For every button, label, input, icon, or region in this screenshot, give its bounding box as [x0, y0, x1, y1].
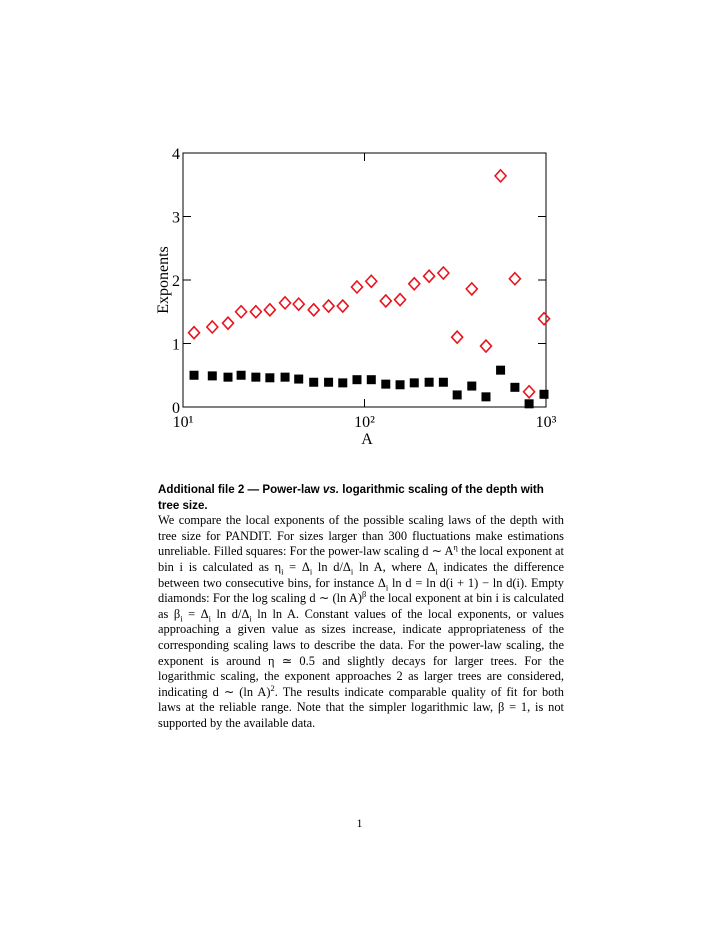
chart: A Exponents 0 1 2 3 4 10¹ 10² 10³	[155, 146, 557, 448]
diamond-marker	[407, 276, 421, 291]
diamond-marker	[450, 329, 464, 345]
text-run: the local exponent at bin i is calculate…	[158, 544, 565, 574]
text-run: Additional file 2 — Power-law	[158, 483, 323, 496]
square-marker	[294, 374, 304, 384]
diamond-marker	[278, 295, 292, 311]
text-run: ln d = ln d(i + 1) − ln d(i). Empty diam…	[158, 575, 565, 606]
diamond-marker	[479, 338, 493, 354]
caption: Additional file 2 — Power-law vs. logari…	[158, 482, 564, 732]
diamond-marker	[307, 302, 321, 318]
diamond-marker	[537, 311, 551, 326]
caption-heading: Additional file 2 — Power-law vs. logari…	[158, 482, 564, 513]
x-axis-label: A	[361, 431, 373, 448]
text-run: ln A, where Δ	[353, 559, 436, 574]
square-marker	[309, 377, 319, 387]
text-run: ln d/Δ	[312, 559, 351, 574]
y-tick-label: 0	[172, 400, 180, 417]
text-run: the local exponent at bin i is calculate…	[158, 591, 564, 621]
plot-frame	[182, 152, 547, 408]
square-marker	[366, 375, 376, 385]
square-marker	[236, 370, 246, 380]
y-tick-label: 3	[172, 210, 180, 227]
text-run: i	[281, 566, 284, 577]
y-tick-label: 4	[172, 146, 180, 163]
square-marker	[510, 382, 520, 392]
square-marker	[280, 372, 290, 382]
text-run: We compare the local exponents of the po…	[158, 513, 564, 559]
text-run: i	[435, 566, 438, 577]
diamond-marker	[508, 271, 522, 286]
diamond-marker	[493, 168, 508, 184]
y-tick-label: 2	[172, 273, 180, 290]
square-marker	[481, 392, 491, 402]
square-marker	[438, 377, 448, 387]
text-run: = Δ	[283, 559, 310, 574]
square-marker	[539, 389, 549, 399]
square-marker	[189, 370, 199, 380]
square-marker	[223, 372, 233, 382]
text-run: i	[208, 613, 211, 624]
y-axis-label: Exponents	[155, 246, 172, 314]
text-run: ln d/Δ	[211, 606, 250, 621]
diamond-marker	[393, 292, 407, 307]
page-number: 1	[356, 816, 363, 830]
square-marker	[395, 380, 405, 390]
text-run: i	[249, 613, 252, 624]
text-run: vs.	[322, 483, 340, 496]
x-tick-label: 10²	[354, 414, 375, 431]
square-marker	[524, 399, 534, 409]
diamond-marker	[465, 281, 479, 297]
square-marker	[352, 375, 362, 385]
diamond-marker	[436, 265, 450, 281]
square-marker	[452, 390, 462, 400]
square-marker	[381, 379, 391, 389]
text-run: i	[385, 582, 389, 593]
text-run: 2	[270, 682, 275, 693]
diamond-marker	[336, 298, 350, 314]
text-run: i	[309, 566, 313, 577]
square-marker	[251, 372, 261, 382]
diamond-marker	[221, 315, 235, 331]
diamond-marker	[234, 304, 248, 319]
x-tick-label: 10³	[536, 414, 557, 431]
square-marker	[324, 377, 334, 387]
diamond-marker	[321, 298, 336, 314]
text-run: i	[180, 613, 183, 624]
text-run: indicates the difference between two con…	[158, 559, 564, 590]
diamond-marker	[364, 274, 378, 289]
text-run: i	[350, 566, 354, 577]
diamond-marker	[249, 304, 263, 319]
square-marker	[496, 365, 506, 375]
text-run: ln ln A. Constant values of the local ex…	[158, 606, 564, 699]
square-marker	[338, 378, 348, 388]
diamond-marker	[379, 293, 393, 309]
x-tick-label: 10¹	[173, 414, 194, 431]
diamond-marker	[292, 296, 306, 312]
text-run: . The results indicate comparable qualit…	[158, 684, 564, 730]
square-marker	[265, 373, 275, 383]
square-marker	[467, 381, 477, 391]
diamond-marker	[350, 279, 364, 295]
diamond-marker	[522, 384, 536, 399]
text-run: = Δ	[182, 606, 209, 621]
diamond-marker	[422, 269, 436, 284]
text-run: β	[361, 589, 367, 600]
text-run: η	[453, 542, 458, 553]
square-marker	[207, 371, 217, 381]
square-marker	[409, 378, 419, 388]
diamond-marker	[205, 319, 219, 335]
text-run: d ∼ A	[422, 544, 454, 559]
y-tick-label: 1	[172, 337, 180, 354]
diamond-marker	[187, 325, 201, 340]
square-marker	[424, 377, 434, 387]
text-run: logarithmic scaling of the depth with tr…	[158, 483, 544, 512]
diamond-marker	[263, 302, 277, 318]
caption-body: We compare the local exponents of the po…	[158, 513, 564, 731]
